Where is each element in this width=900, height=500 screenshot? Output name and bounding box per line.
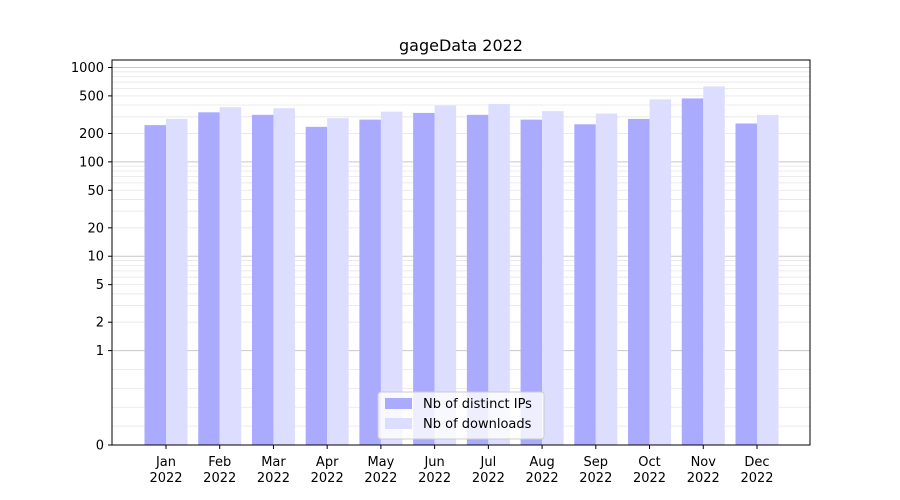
bars — [144, 86, 779, 446]
bar — [595, 113, 618, 445]
x-tick-label: 2022 — [740, 471, 773, 486]
x-tick-label: Nov — [691, 455, 717, 470]
y-tick-label: 50 — [87, 184, 104, 199]
y-tick-label: 1000 — [71, 61, 104, 76]
x-tick-label: May — [367, 455, 394, 470]
x-tick-label: Aug — [529, 455, 554, 470]
y-tick-label: 500 — [79, 89, 104, 104]
bar — [359, 119, 381, 445]
x-tick-label: 2022 — [633, 471, 666, 486]
bar — [380, 111, 403, 446]
x-tick-label: Mar — [261, 455, 286, 470]
bar — [251, 114, 274, 446]
y-tick-label: 2 — [96, 316, 104, 331]
bar — [757, 114, 779, 446]
y-tick-label: 10 — [87, 250, 104, 265]
x-tick-label: Apr — [316, 455, 339, 470]
x-tick-label: 2022 — [149, 471, 182, 486]
bar — [520, 119, 543, 445]
bar — [681, 98, 704, 446]
x-tick-label: 2022 — [203, 471, 236, 486]
bar — [198, 112, 220, 446]
x-axis: Jan2022Feb2022Mar2022Apr2022May2022Jun20… — [149, 445, 774, 486]
y-tick-label: 100 — [79, 155, 104, 170]
x-tick-label: 2022 — [579, 471, 612, 486]
x-tick-label: 2022 — [311, 471, 344, 486]
plot-frame — [111, 59, 811, 446]
legend: Nb of distinct IPs Nb of downloads — [377, 391, 545, 440]
bar — [649, 99, 672, 446]
x-tick-label: Dec — [744, 455, 769, 470]
bar — [703, 86, 725, 445]
bar — [413, 112, 435, 446]
bar — [219, 107, 242, 445]
y-tick-label: 1 — [96, 344, 104, 359]
x-tick-label: 2022 — [472, 471, 505, 486]
x-tick-label: 2022 — [687, 471, 720, 486]
bar — [327, 118, 349, 445]
x-tick-label: Jun — [423, 455, 444, 470]
legend-swatch — [385, 398, 412, 409]
bar — [542, 111, 564, 446]
bar — [574, 124, 596, 446]
x-tick-label: Oct — [638, 455, 660, 470]
x-tick-label: 2022 — [526, 471, 559, 486]
y-axis: 0 1 2 5 10 20 50 100 200 500 1000 — [71, 61, 112, 454]
bar — [434, 105, 457, 445]
bar — [144, 125, 166, 446]
bar — [466, 114, 489, 446]
x-tick-label: 2022 — [418, 471, 451, 486]
x-tick-label: Jul — [480, 455, 497, 470]
legend-swatch — [385, 418, 412, 429]
bar — [166, 118, 188, 446]
bar — [305, 126, 328, 445]
x-tick-label: Feb — [208, 455, 231, 470]
legend-label: Nb of downloads — [423, 417, 532, 432]
bar — [735, 123, 757, 446]
x-tick-label: Sep — [584, 455, 609, 470]
y-tick-label: 5 — [96, 278, 104, 293]
bar — [488, 104, 510, 445]
bar — [273, 108, 295, 445]
x-tick-label: 2022 — [364, 471, 397, 486]
legend-label: Nb of distinct IPs — [423, 397, 532, 412]
bar — [628, 118, 650, 446]
legend-box — [377, 391, 545, 440]
y-tick-label: 0 — [96, 439, 104, 454]
x-tick-label: Jan — [155, 455, 176, 470]
chart-title: gageData 2022 — [399, 36, 523, 55]
x-tick-label: 2022 — [257, 471, 290, 486]
y-tick-label: 20 — [87, 221, 104, 236]
y-tick-label: 200 — [79, 127, 104, 142]
